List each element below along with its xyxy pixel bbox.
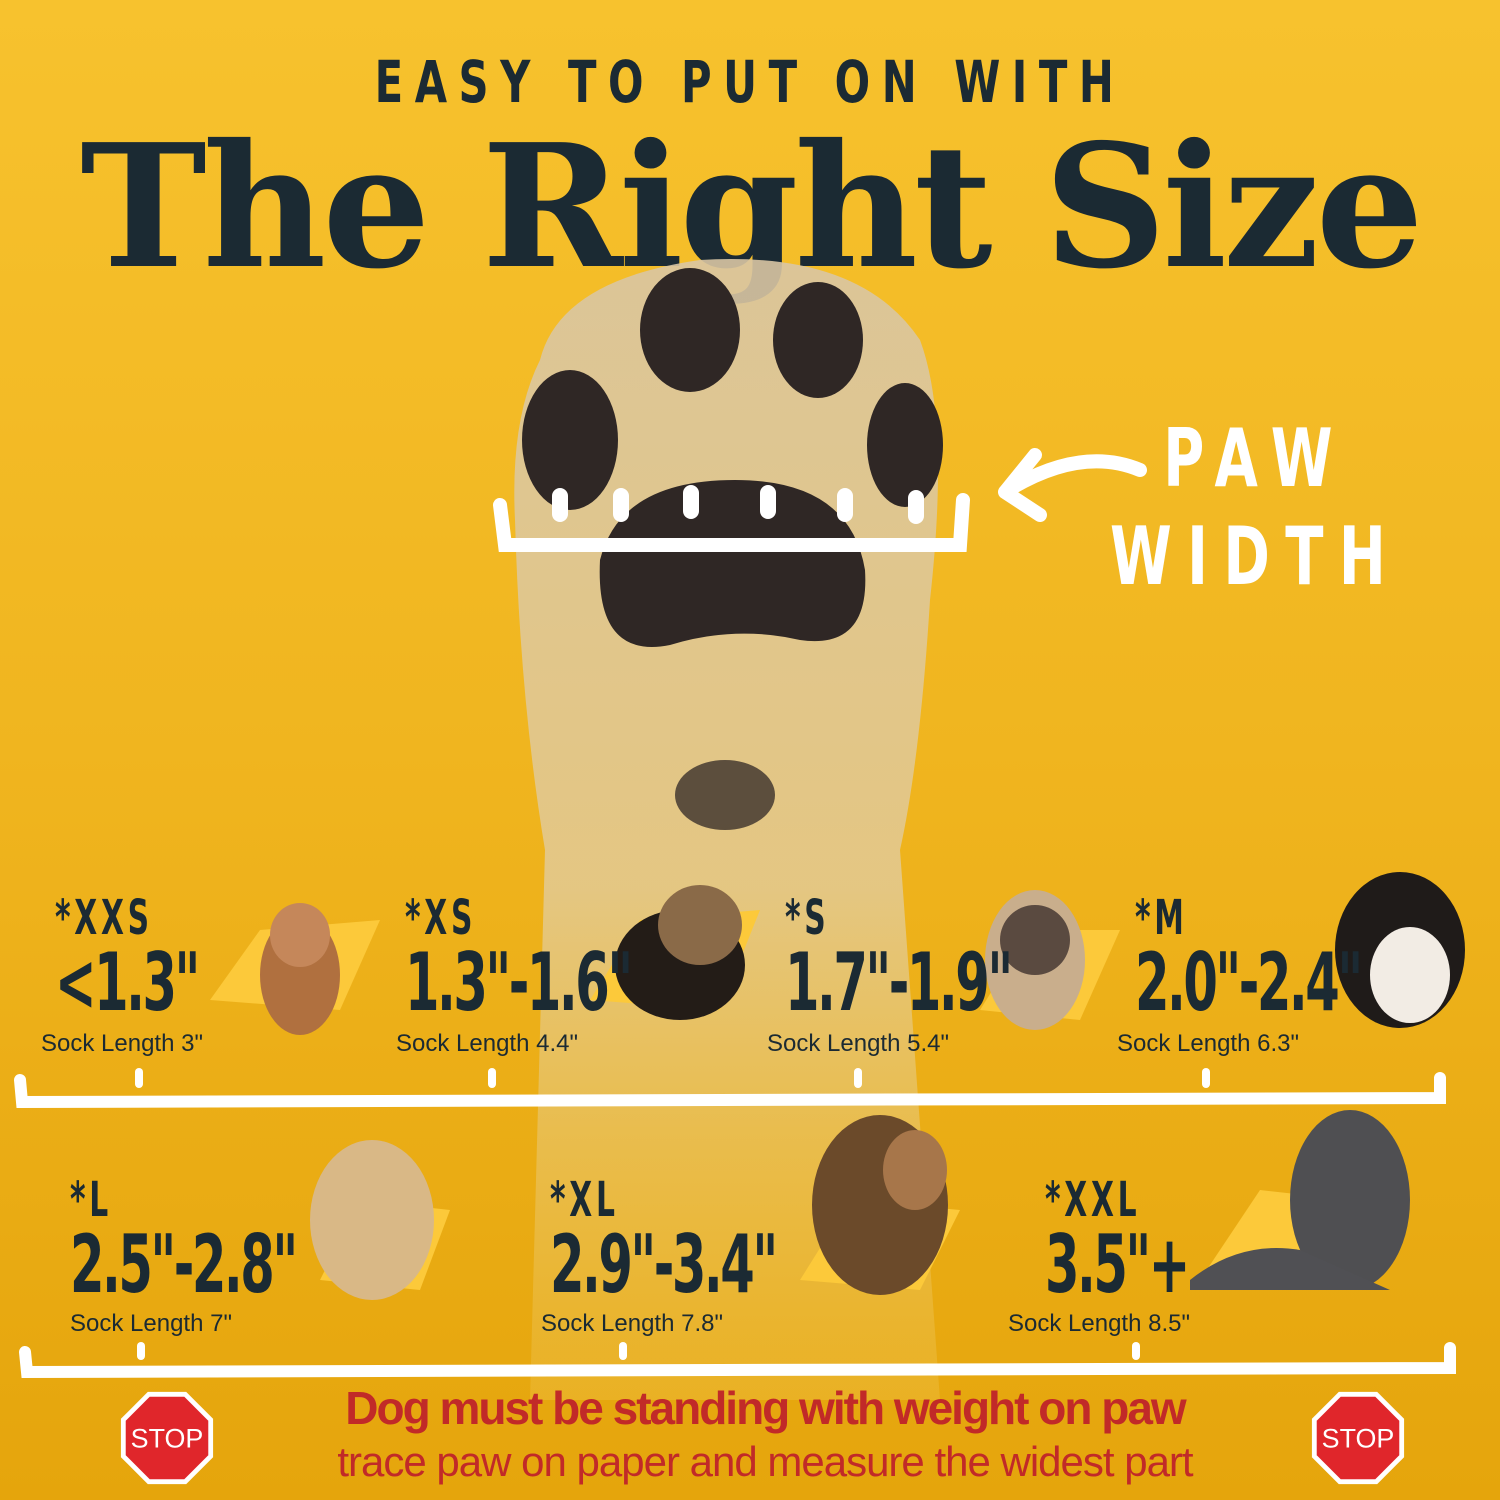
dog-golden-retriever-image (310, 1140, 450, 1300)
size-range: 2.5"-2.8" (70, 1218, 298, 1311)
dog-bernese-mountain-dog-image (1335, 872, 1465, 1028)
paw-label-line2: WIDTH (1110, 510, 1402, 603)
size-m: *M 2.0"-2.4" (1135, 890, 1363, 1029)
size-code: *M (1135, 890, 1188, 946)
size-range: <1.3" (55, 936, 200, 1029)
size-xl: *XL 2.9"-3.4" (550, 1172, 778, 1311)
sock-length: Sock Length 6.3" (1117, 1030, 1299, 1057)
size-s: *S 1.7"-1.9" (785, 890, 1013, 1029)
dog-yorkshire-terrier-image (590, 885, 760, 1020)
size-code: *L (70, 1172, 112, 1228)
main-pad (599, 480, 866, 647)
size-l: *L 2.5"-2.8" (70, 1172, 298, 1311)
size-ruler-row2 (19, 1342, 1456, 1379)
ruler-ticks (135, 1068, 1210, 1088)
size-range: 2.0"-2.4" (1135, 936, 1363, 1029)
sock-length: Sock Length 7" (70, 1310, 232, 1337)
stop-sign-icon: STOP (120, 1391, 214, 1485)
dog-chihuahua-image (210, 903, 380, 1035)
size-range: 2.9"-3.4" (550, 1218, 778, 1311)
size-code: *XL (550, 1172, 619, 1228)
size-range: 1.7"-1.9" (785, 936, 1013, 1029)
toe-pad (867, 383, 943, 507)
paw-label-line1: PAW (1163, 412, 1348, 505)
sock-length: Sock Length 4.4" (396, 1030, 578, 1057)
size-ruler-row1 (14, 1072, 1446, 1109)
size-code: *XXS (55, 890, 153, 946)
size-code: *S (785, 890, 830, 946)
sock-length: Sock Length 8.5" (1008, 1310, 1190, 1337)
sock-length: Sock Length 5.4" (767, 1030, 949, 1057)
size-xxs: *XXS <1.3" (55, 890, 200, 1029)
sock-length: Sock Length 3" (41, 1030, 203, 1057)
dew-pad (675, 760, 775, 830)
dog-german-shepherd-image (800, 1115, 960, 1295)
paw-width-ruler (493, 493, 970, 552)
stop-sign-icon: STOP (1311, 1391, 1405, 1485)
sock-length: Sock Length 7.8" (541, 1310, 723, 1337)
size-xxl: *XXL 3.5"+ (1045, 1172, 1190, 1311)
size-code: *XXL (1045, 1172, 1141, 1228)
ruler-ticks (552, 485, 924, 524)
dog-great-dane-image (1190, 1110, 1410, 1290)
size-code: *XS (405, 890, 477, 946)
ruler-ticks (137, 1342, 1140, 1360)
toe-pad (640, 268, 740, 392)
toe-pad (522, 370, 618, 510)
size-range: 1.3"-1.6" (405, 936, 633, 1029)
size-range: 3.5"+ (1045, 1218, 1190, 1311)
paw-width-label: PAW WIDTH (1110, 410, 1401, 606)
toe-pad (773, 282, 863, 398)
dog-french-bulldog-image (980, 890, 1120, 1030)
warning-instruction: trace paw on paper and measure the wides… (337, 1438, 1193, 1485)
stop-label: STOP (1322, 1424, 1395, 1454)
warning-headline: Dog must be standing with weight on paw (345, 1382, 1186, 1434)
stop-label: STOP (131, 1424, 204, 1454)
size-xs: *XS 1.3"-1.6" (405, 890, 633, 1029)
arrow-left-icon (998, 448, 1147, 522)
header-kicker: EASY TO PUT ON WITH (374, 48, 1126, 116)
